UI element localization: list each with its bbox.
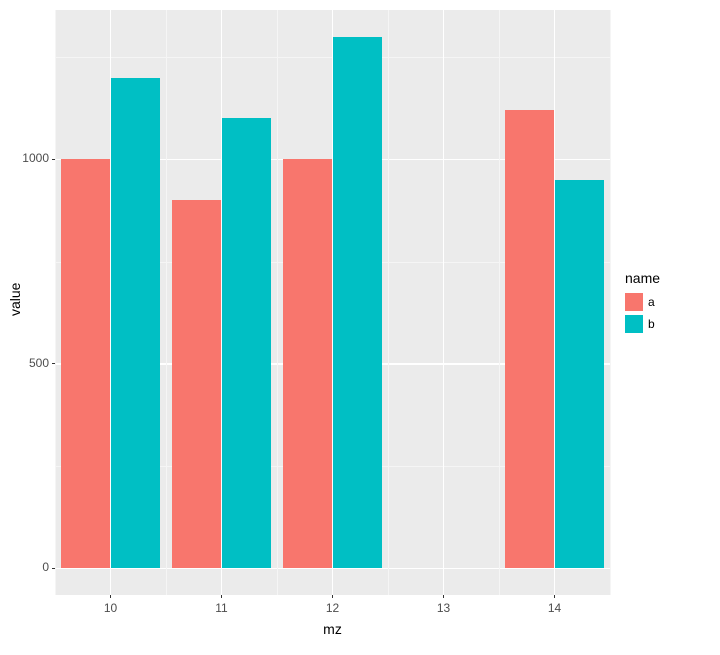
bar-b [555, 180, 605, 569]
bar-a [61, 159, 111, 568]
bar-b [111, 78, 161, 569]
legend-item: a [625, 292, 660, 312]
x-axis-title: mz [318, 621, 348, 637]
legend: name ab [625, 270, 660, 336]
bar-b [333, 37, 383, 569]
x-tick-label: 13 [429, 601, 459, 615]
bar-a [283, 159, 333, 568]
legend-label: a [648, 295, 655, 309]
bar-b [222, 118, 272, 568]
y-tick-label: 0 [42, 560, 49, 574]
y-tick-label: 500 [29, 356, 49, 370]
bar-a [505, 110, 555, 568]
legend-key-icon [625, 293, 643, 311]
x-tick-label: 12 [318, 601, 348, 615]
y-tick-label: 1000 [22, 151, 49, 165]
legend-item: b [625, 314, 660, 334]
plot-area [55, 10, 610, 595]
x-tick-label: 10 [96, 601, 126, 615]
x-tick-label: 14 [540, 601, 570, 615]
legend-label: b [648, 317, 655, 331]
legend-title: name [625, 270, 660, 286]
legend-key-icon [625, 315, 643, 333]
chart-container: 0 500 1000 10 11 12 13 14 value mz name ab [0, 0, 720, 655]
bar-a [172, 200, 222, 568]
x-tick-label: 11 [207, 601, 237, 615]
y-axis-title: value [7, 286, 23, 316]
